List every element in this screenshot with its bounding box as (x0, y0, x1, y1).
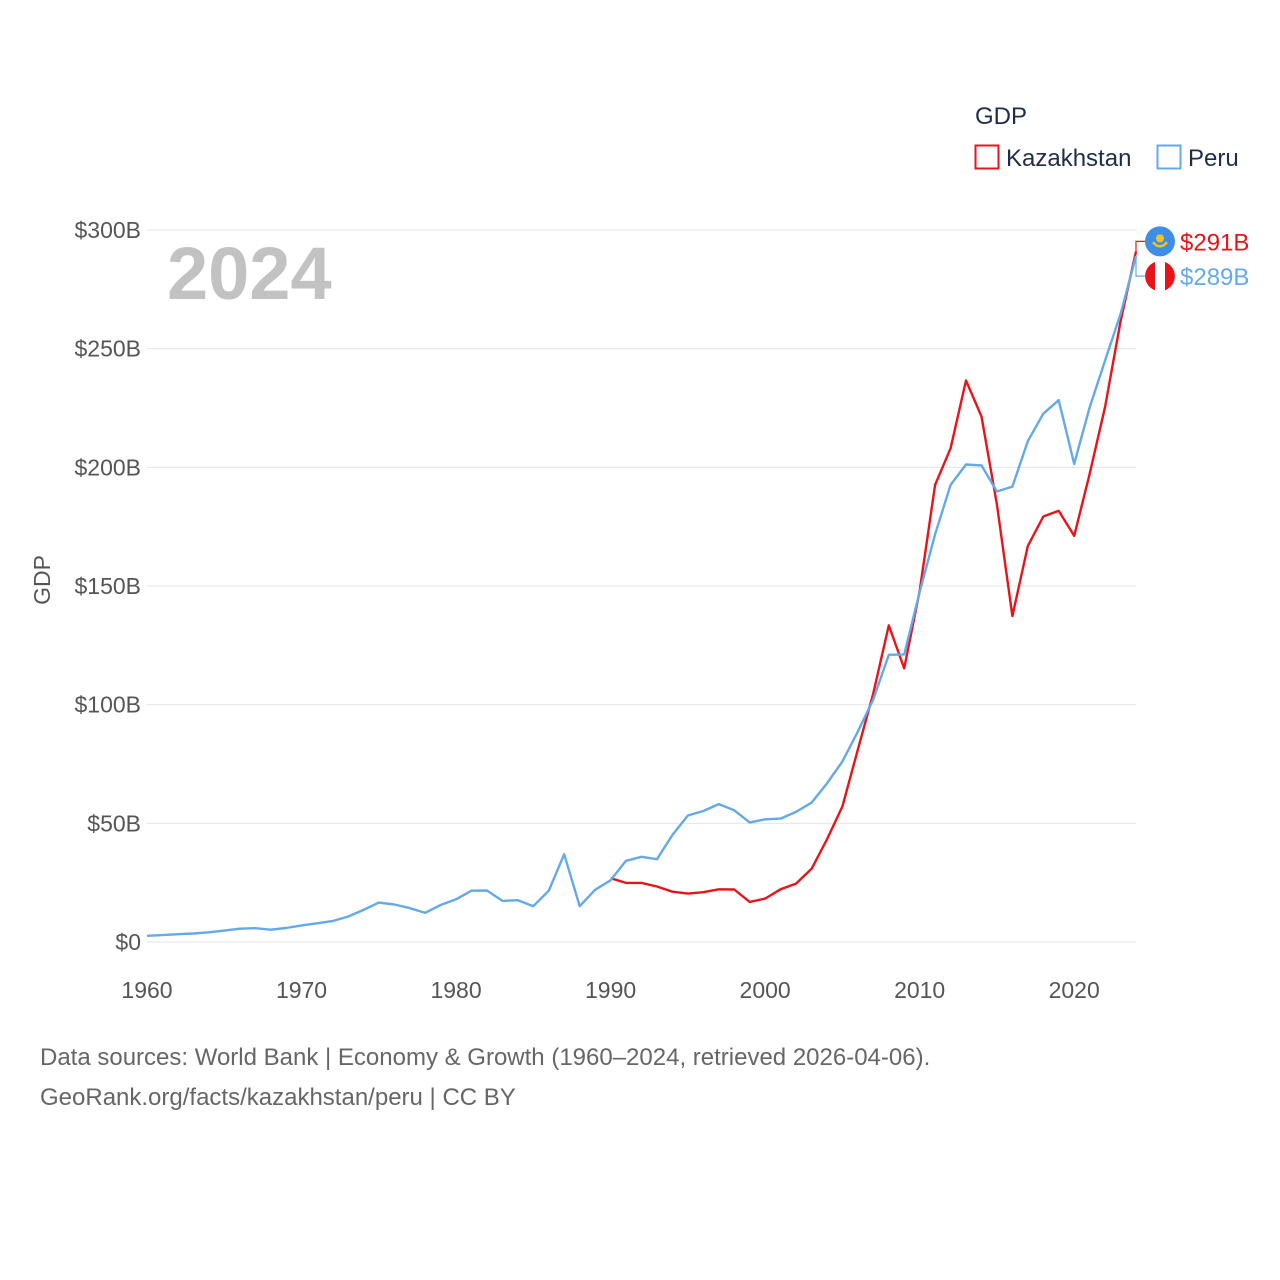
x-axis-ticks: 1960 1970 1980 1990 2000 2010 2020 (121, 977, 1099, 1003)
y-tick-label: $250B (74, 336, 141, 362)
legend-item-peru[interactable]: Peru (1156, 144, 1239, 172)
footer-attribution: GeoRank.org/facts/kazakhstan/peru | CC B… (40, 1084, 516, 1111)
y-axis-label: GDP (29, 555, 55, 605)
x-tick-label: 1980 (430, 977, 481, 1003)
legend-swatch-peru (1156, 144, 1182, 170)
footer-sources: Data sources: World Bank | Economy & Gro… (40, 1044, 931, 1071)
x-tick-label: 1970 (276, 977, 327, 1003)
gridlines (147, 229, 1136, 943)
end-connector-kazakhstan (1135, 240, 1146, 252)
end-labels: $291B $289B (1135, 226, 1249, 292)
x-tick-label: 2010 (894, 977, 945, 1003)
end-connector-peru (1135, 256, 1146, 277)
end-label-kazakhstan: $291B (1180, 229, 1249, 256)
y-tick-label: $150B (74, 573, 141, 599)
x-tick-label: 2000 (740, 977, 791, 1003)
y-tick-label: $300B (74, 217, 141, 243)
x-tick-label: 2020 (1049, 977, 1100, 1003)
legend-item-kazakhstan[interactable]: Kazakhstan (974, 144, 1132, 172)
y-tick-label: $0 (115, 929, 141, 955)
legend-title: GDP (975, 103, 1027, 130)
y-tick-label: $200B (74, 454, 141, 480)
x-tick-label: 1990 (585, 977, 636, 1003)
y-tick-label: $100B (74, 692, 141, 718)
legend-label-kazakhstan: Kazakhstan (1006, 145, 1131, 172)
y-axis-ticks: $0 $50B $100B $150B $200B $250B $300B (74, 217, 141, 955)
series-lines (146, 251, 1138, 937)
year-label: 2024 (167, 232, 332, 315)
y-tick-label: $50B (87, 810, 141, 836)
flag-peru-icon (1145, 261, 1175, 292)
series-line-kazakhstan[interactable] (610, 251, 1138, 904)
legend-swatch-kazakhstan (974, 144, 1000, 170)
series-line-peru[interactable] (146, 255, 1138, 937)
x-tick-label: 1960 (121, 977, 172, 1003)
legend-label-peru: Peru (1188, 145, 1239, 172)
flag-kazakhstan-icon (1145, 226, 1175, 257)
legend: GDP Kazakhstan Peru (974, 103, 1239, 172)
end-label-peru: $289B (1180, 264, 1249, 291)
